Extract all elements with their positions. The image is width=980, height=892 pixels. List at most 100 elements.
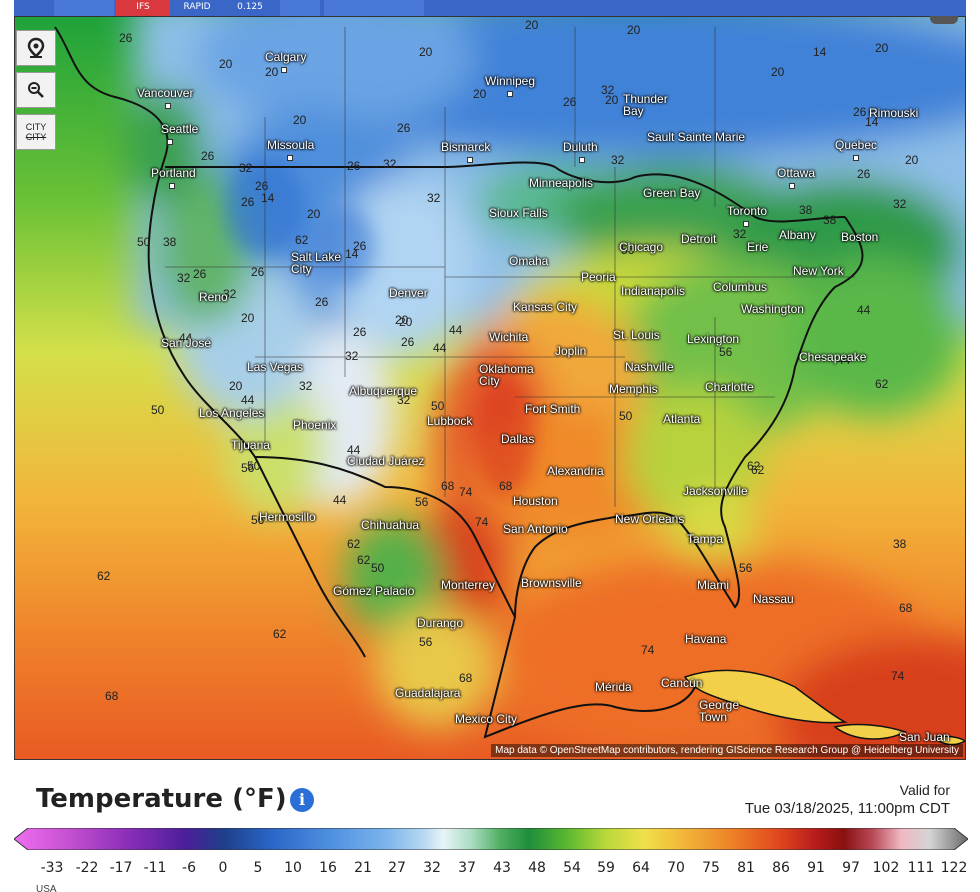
model-tab-extra[interactable] — [280, 0, 320, 18]
city-label[interactable]: Alexandria — [547, 464, 604, 478]
city-label[interactable]: Ottawa — [777, 167, 815, 191]
city-label[interactable]: Wichita — [489, 330, 529, 344]
city-label[interactable]: Quebec — [835, 139, 877, 163]
city-label[interactable]: Phoenix — [293, 418, 337, 432]
city-label[interactable]: Rimouski — [869, 106, 919, 120]
city-label[interactable]: Cancún — [661, 676, 703, 690]
city-label[interactable]: Joplin — [555, 344, 587, 358]
city-label[interactable]: Albuquerque — [349, 384, 418, 398]
city-label[interactable]: Seattle — [161, 123, 198, 147]
city-labels-toggle[interactable]: CITY CITY — [16, 114, 56, 150]
isotherm-label: 20 — [875, 41, 889, 55]
city-label[interactable]: Erie — [747, 240, 769, 254]
city-label[interactable]: Brownsville — [521, 576, 582, 590]
city-label[interactable]: Winnipeg — [485, 75, 535, 99]
city-label[interactable]: Minneapolis — [529, 176, 594, 190]
city-label[interactable]: Chesapeake — [799, 350, 867, 364]
scale-tick: 54 — [563, 860, 581, 876]
city-label[interactable]: New Orleans — [615, 512, 685, 526]
city-label[interactable]: Gómez Palacio — [333, 584, 415, 598]
city-label[interactable]: Tijuana — [231, 438, 270, 452]
city-label[interactable]: Fort Smith — [525, 402, 581, 416]
city-label[interactable]: St. Louis — [613, 328, 660, 342]
isotherm-label: 74 — [475, 515, 489, 529]
city-label[interactable]: San José — [161, 336, 212, 350]
city-label[interactable]: Kansas City — [513, 300, 578, 314]
city-label[interactable]: Duluth — [563, 141, 598, 165]
model-tab-ifs[interactable]: IFS — [116, 0, 170, 18]
city-label[interactable]: Charlotte — [705, 380, 754, 394]
scale-tick: -22 — [75, 860, 99, 876]
city-label[interactable]: Houston — [513, 494, 558, 508]
city-label[interactable]: Nassau — [753, 592, 794, 606]
city-label[interactable]: San Juan — [899, 730, 950, 744]
city-label[interactable]: Bismarck — [441, 141, 490, 165]
city-label[interactable]: Omaha — [509, 254, 549, 268]
city-label[interactable]: Havana — [685, 632, 727, 646]
city-label[interactable]: Nashville — [625, 360, 674, 374]
city-label[interactable]: Portland — [151, 167, 196, 191]
city-label[interactable]: Green Bay — [643, 186, 701, 200]
isotherm-label: 62 — [747, 459, 761, 473]
isotherm-label: 20 — [229, 379, 243, 393]
city-label[interactable]: Jacksonville — [683, 484, 748, 498]
model-tab-extra-2[interactable] — [324, 0, 424, 18]
city-label[interactable]: Toronto — [727, 205, 767, 229]
city-label[interactable]: Sioux Falls — [489, 206, 548, 220]
isotherm-label: 74 — [641, 643, 655, 657]
city-label[interactable]: Peoria — [581, 270, 616, 284]
city-label[interactable]: Lexington — [687, 332, 740, 346]
city-label[interactable]: Salt Lake City — [291, 250, 342, 276]
city-label[interactable]: Missoula — [267, 139, 314, 163]
model-tab-rapid[interactable]: RAPID — [172, 0, 222, 18]
city-label[interactable]: Sault Sainte Marie — [647, 130, 746, 144]
city-label[interactable]: Columbus — [713, 280, 768, 294]
city-label[interactable]: George Town — [699, 698, 740, 724]
resolution-tab[interactable]: 0.125 — [224, 0, 276, 18]
city-label[interactable]: Mexico City — [455, 712, 518, 726]
city-label[interactable]: Reno — [199, 290, 228, 304]
isotherm-label: 20 — [419, 45, 433, 59]
zoom-out-button[interactable] — [16, 72, 56, 108]
city-label[interactable]: New York — [793, 264, 844, 278]
location-button[interactable] — [16, 30, 56, 66]
scale-tick: 21 — [354, 860, 372, 876]
city-label[interactable]: Chicago — [619, 240, 664, 254]
city-label[interactable]: Chihuahua — [361, 518, 420, 532]
city-label[interactable]: Los Angeles — [199, 406, 265, 420]
city-label[interactable]: Detroit — [681, 232, 717, 246]
city-label[interactable]: Oklahoma City — [479, 362, 534, 388]
city-label[interactable]: Boston — [841, 230, 879, 244]
city-label[interactable]: Las Vegas — [247, 360, 304, 374]
city-label[interactable]: Indianapolis — [621, 284, 686, 298]
city-label[interactable]: Thunder Bay — [623, 92, 668, 118]
city-label[interactable]: Atlanta — [663, 412, 701, 426]
city-label[interactable]: Lubbock — [427, 414, 473, 428]
scale-tick: 97 — [842, 860, 860, 876]
city-label[interactable]: Durango — [417, 616, 464, 630]
city-label[interactable]: Tampa — [687, 532, 724, 546]
city-label[interactable]: Calgary — [265, 51, 306, 75]
city-label[interactable]: Denver — [389, 286, 428, 300]
city-label[interactable]: Monterrey — [441, 578, 496, 592]
city-label[interactable]: Ciudad Juárez — [347, 454, 425, 468]
city-label[interactable]: Washington — [741, 302, 804, 316]
isotherm-label: 14 — [865, 115, 879, 129]
city-label[interactable]: Hermosillo — [259, 510, 316, 524]
model-tab-blank[interactable] — [54, 0, 114, 18]
isotherm-label: 32 — [383, 157, 397, 171]
city-label[interactable]: Miami — [697, 578, 729, 592]
city-label[interactable]: Albany — [779, 228, 816, 242]
city-label[interactable]: Guadalajara — [395, 686, 461, 700]
city-label[interactable]: Dallas — [501, 432, 535, 446]
isotherm-label: 32 — [239, 161, 253, 175]
isotherm-label: 32 — [223, 287, 237, 301]
city-label[interactable]: Memphis — [609, 382, 658, 396]
city-label[interactable]: Vancouver — [137, 87, 193, 111]
city-label[interactable]: San Antonio — [503, 522, 568, 536]
info-icon[interactable]: i — [290, 788, 314, 812]
temperature-map[interactable]: 20 20 26 20 14 20 20 26 32 26 26 32 32 2… — [14, 16, 966, 760]
city-label[interactable]: Mérida — [595, 680, 632, 694]
layers-button[interactable] — [930, 16, 958, 24]
scale-tick: 86 — [772, 860, 790, 876]
